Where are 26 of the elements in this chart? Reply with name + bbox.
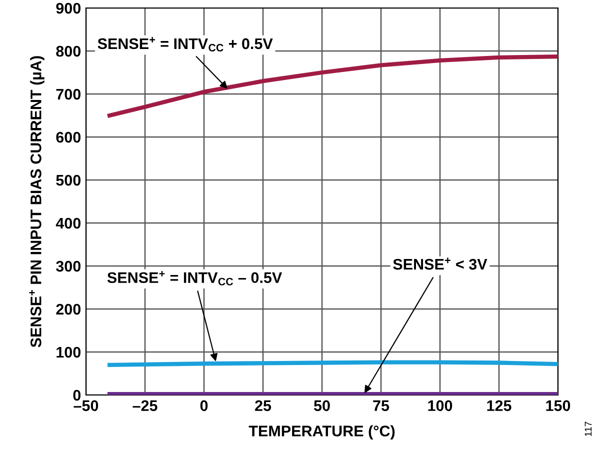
x-tick-label: 50 — [314, 400, 330, 412]
y-tick-label: 800 — [56, 46, 81, 57]
annotation: SENSE$^{+}$ = INTV$_{CC}$ + 0.5V — [98, 37, 273, 52]
x-tick-label: 150 — [546, 400, 570, 412]
x-tick-label: 100 — [428, 400, 452, 412]
x-tick-label: 25 — [255, 400, 272, 412]
text: 117 — [584, 422, 592, 436]
y-tick-label: 200 — [56, 304, 81, 315]
y-tick-label: 300 — [56, 260, 81, 272]
y-axis-title: SENSE$^{+}$ PIN INPUT BIAS CURRENT (µA) — [29, 56, 44, 348]
x-tick-label: –50 — [74, 400, 98, 412]
x-tick-label: 0 — [200, 400, 208, 412]
x-tick-label: 75 — [373, 400, 390, 412]
y-tick-label: 600 — [56, 132, 81, 143]
y-tick-label: 400 — [56, 218, 81, 229]
line-series — [108, 54, 558, 118]
x-tick-label: –25 — [132, 400, 158, 412]
x-tick-label: 125 — [487, 400, 512, 412]
y-tick-label: 500 — [56, 174, 81, 186]
annotation: SENSE$^{+}$ < 3V — [393, 258, 488, 270]
y-tick-label: 900 — [56, 2, 81, 14]
annotation: SENSE$^{+}$ = INTV$_{CC}$ – 0.5V — [107, 270, 282, 286]
y-tick-label: 700 — [56, 88, 81, 100]
x-axis-title: TEMPERATURE (°C) — [248, 425, 395, 440]
y-tick-label: 0 — [73, 390, 81, 401]
y-tick-label: 100 — [56, 346, 81, 358]
